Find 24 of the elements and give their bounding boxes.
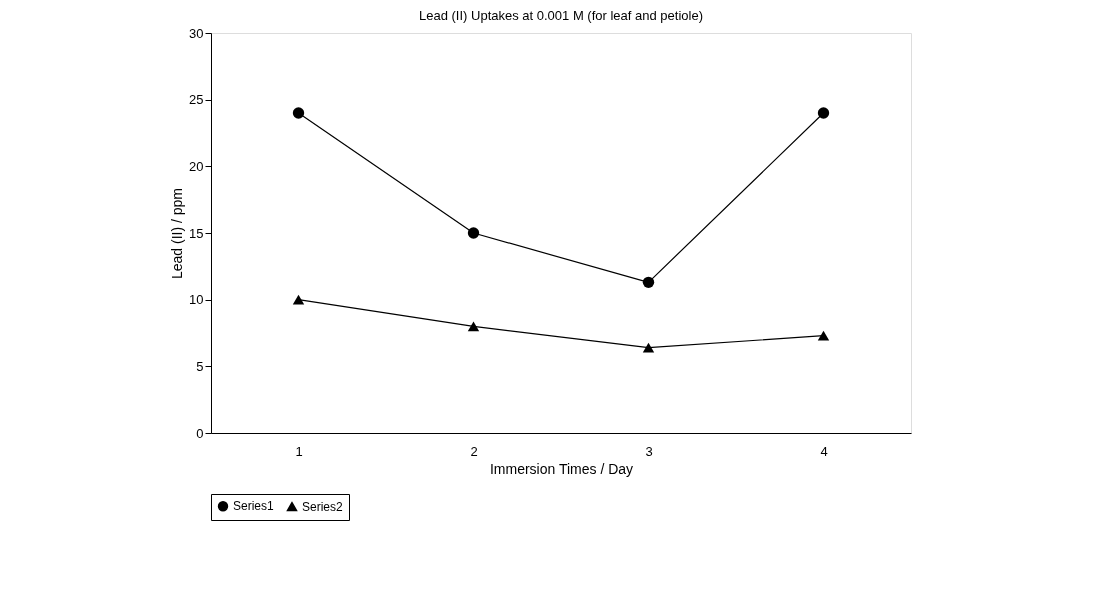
x-tick-label: 4 <box>820 443 828 459</box>
y-tick-label: 30 <box>189 25 204 41</box>
y-tick-label: 20 <box>189 158 204 174</box>
point <box>292 107 305 119</box>
x-tick-label: 3 <box>645 443 653 459</box>
x-axis-title: Immersion Times / Day <box>489 460 634 477</box>
y-tick-label: 5 <box>196 358 204 374</box>
point <box>817 330 830 341</box>
x-tick-label: 1 <box>295 443 303 459</box>
y-tick-label: 25 <box>189 92 204 108</box>
point <box>817 107 830 119</box>
chart-title: Lead (II) Uptakes at 0.001 M (for leaf and petiole) <box>419 8 703 23</box>
y-axis-title: Lead (II) / ppm <box>169 187 186 280</box>
legend-label: Series1 <box>233 499 275 514</box>
legend-label: Series2 <box>302 499 344 514</box>
point <box>642 342 655 353</box>
point <box>292 294 305 305</box>
y-tick-label: 15 <box>189 225 204 241</box>
y-tick-label: 0 <box>196 425 204 441</box>
x-tick-label: 2 <box>470 443 478 459</box>
y-tick-label: 10 <box>189 292 204 308</box>
point <box>642 276 655 289</box>
point <box>467 227 480 239</box>
point <box>467 321 480 332</box>
